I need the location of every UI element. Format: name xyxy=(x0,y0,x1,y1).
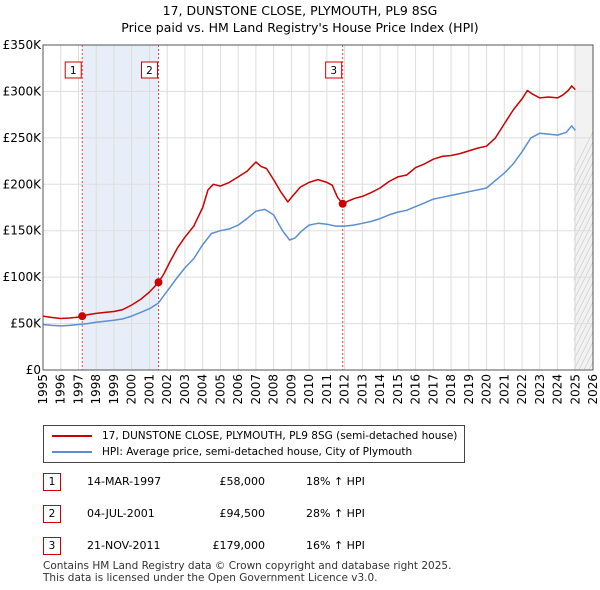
x-tick-label: 1999 xyxy=(107,374,121,405)
chart-title-line1: 17, DUNSTONE CLOSE, PLYMOUTH, PL9 8SG xyxy=(162,3,438,18)
x-tick-label: 2022 xyxy=(515,374,529,405)
hatch-line xyxy=(573,291,593,331)
sale-price: £58,000 xyxy=(219,475,266,488)
hatch-line xyxy=(573,311,593,351)
y-tick-label: £200K xyxy=(3,177,43,191)
x-tick-label: 2012 xyxy=(338,374,352,405)
sale-row: 3 21-NOV-2011 £179,000 16% ↑ HPI xyxy=(43,537,463,569)
x-tick-label: 2004 xyxy=(196,374,210,405)
sale-date: 14-MAR-1997 xyxy=(87,475,162,488)
x-tick-label: 1996 xyxy=(54,374,68,405)
x-tick-label: 2006 xyxy=(231,374,245,405)
footer-licence: This data is licensed under the Open Gov… xyxy=(43,572,378,584)
chart-title-line2: Price paid vs. HM Land Registry's House … xyxy=(121,20,479,35)
ownership-period xyxy=(82,45,159,370)
plot-frame xyxy=(42,44,594,371)
y-tick-label: £250K xyxy=(3,131,43,145)
hatch-line xyxy=(594,45,600,370)
property-price-line xyxy=(42,85,576,320)
sale-hpi-diff: 18% ↑ HPI xyxy=(306,475,365,488)
footer: Contains HM Land Registry data © Crown c… xyxy=(43,560,451,584)
x-tick-label: 2007 xyxy=(249,374,263,405)
x-tick-label: 2026 xyxy=(586,374,600,405)
x-tick-label: 2025 xyxy=(568,374,582,405)
x-tick-label: 2019 xyxy=(462,374,476,405)
y-tick-label: £50K xyxy=(10,317,42,331)
hatch-line xyxy=(573,181,593,221)
sale-hpi-diff: 28% ↑ HPI xyxy=(306,507,365,520)
sales-table: 1 14-MAR-1997 £58,000 18% ↑ HPI 2 04-JUL… xyxy=(43,473,463,569)
series-lines xyxy=(42,85,576,327)
y-tick-label: £300K xyxy=(3,84,43,98)
sale-price: £179,000 xyxy=(212,539,266,552)
hpi-line xyxy=(42,125,576,327)
sale-point xyxy=(154,278,163,287)
hatch-line xyxy=(573,201,593,241)
future-period xyxy=(573,45,593,370)
legend-item-hpi: HPI: Average price, semi-detached house,… xyxy=(52,444,412,460)
sale-point xyxy=(338,199,347,208)
x-tick-label: 1998 xyxy=(89,374,103,405)
sale-number: 1 xyxy=(43,473,61,491)
footer-copyright: Contains HM Land Registry data © Crown c… xyxy=(43,560,452,572)
x-tick-label: 2015 xyxy=(391,374,405,405)
sale-row: 2 04-JUL-2001 £94,500 28% ↑ HPI xyxy=(43,505,463,537)
sale-point xyxy=(78,312,87,321)
shaded-periods xyxy=(43,45,600,370)
legend-label-property: 17, DUNSTONE CLOSE, PLYMOUTH, PL9 8SG (s… xyxy=(102,430,458,442)
x-tick-label: 2008 xyxy=(267,374,281,405)
x-tick-label: 2009 xyxy=(284,374,298,405)
x-tick-label: 2020 xyxy=(480,374,494,405)
legend-label-hpi: HPI: Average price, semi-detached house,… xyxy=(102,446,413,458)
x-tick-label: 2024 xyxy=(551,374,565,405)
hatch-line xyxy=(573,191,593,231)
x-tick-label: 2001 xyxy=(142,374,156,405)
chart-title: 17, DUNSTONE CLOSE, PLYMOUTH, PL9 8SG Pr… xyxy=(0,2,600,36)
x-tick-label: 2011 xyxy=(320,374,334,405)
x-tick-label: 2005 xyxy=(213,374,227,405)
sale-label-text: 2 xyxy=(146,65,153,77)
x-tick-label: 2010 xyxy=(302,374,316,405)
x-tick-label: 2023 xyxy=(533,374,547,405)
sale-label-box xyxy=(141,61,158,79)
x-tick-label: 2014 xyxy=(373,374,387,405)
x-tick-label: 2016 xyxy=(409,374,423,405)
y-tick-label: £350K xyxy=(3,38,43,52)
sale-label-box xyxy=(325,61,343,79)
x-tick-label: 2017 xyxy=(426,374,440,405)
hatch-line xyxy=(573,281,593,321)
legend: 17, DUNSTONE CLOSE, PLYMOUTH, PL9 8SG (s… xyxy=(43,425,465,463)
x-tick-label: 2002 xyxy=(160,374,174,405)
y-tick-label: £0 xyxy=(26,363,41,377)
x-tick-label: 2013 xyxy=(355,374,369,405)
sale-number: 3 xyxy=(43,537,61,555)
legend-swatch-hpi xyxy=(52,451,92,453)
sale-date: 21-NOV-2011 xyxy=(87,539,161,552)
legend-swatch-property xyxy=(52,435,92,437)
sale-row: 1 14-MAR-1997 £58,000 18% ↑ HPI xyxy=(43,473,463,505)
axes: £0 £50K £100K £150K £200K £250K £300K £350K 1995… xyxy=(3,38,600,405)
price-chart: 1 2 3 £0 £50K £100K £150K £200K £250K £300K £350K… xyxy=(3,38,600,405)
sale-points xyxy=(78,199,347,321)
x-tick-label: 1997 xyxy=(71,374,85,405)
sale-date: 04-JUL-2001 xyxy=(87,507,155,520)
sale-labels: 1 2 3 xyxy=(64,61,343,79)
sale-number: 2 xyxy=(43,505,61,523)
x-tick-label: 1995 xyxy=(36,374,50,405)
sale-label-text: 1 xyxy=(70,65,77,77)
sale-label-text: 3 xyxy=(330,65,337,77)
y-tick-label: £150K xyxy=(3,224,43,238)
sale-price: £94,500 xyxy=(219,507,266,520)
sale-label-box xyxy=(64,61,82,79)
legend-item-property: 17, DUNSTONE CLOSE, PLYMOUTH, PL9 8SG (s… xyxy=(52,428,457,444)
sale-hpi-diff: 16% ↑ HPI xyxy=(306,539,365,552)
x-tick-label: 2000 xyxy=(125,374,139,405)
hatch-line xyxy=(573,301,593,341)
x-tick-label: 2018 xyxy=(444,374,458,405)
x-tick-label: 2021 xyxy=(497,374,511,405)
x-tick-label: 2003 xyxy=(178,374,192,405)
y-tick-label: £100K xyxy=(3,270,43,284)
